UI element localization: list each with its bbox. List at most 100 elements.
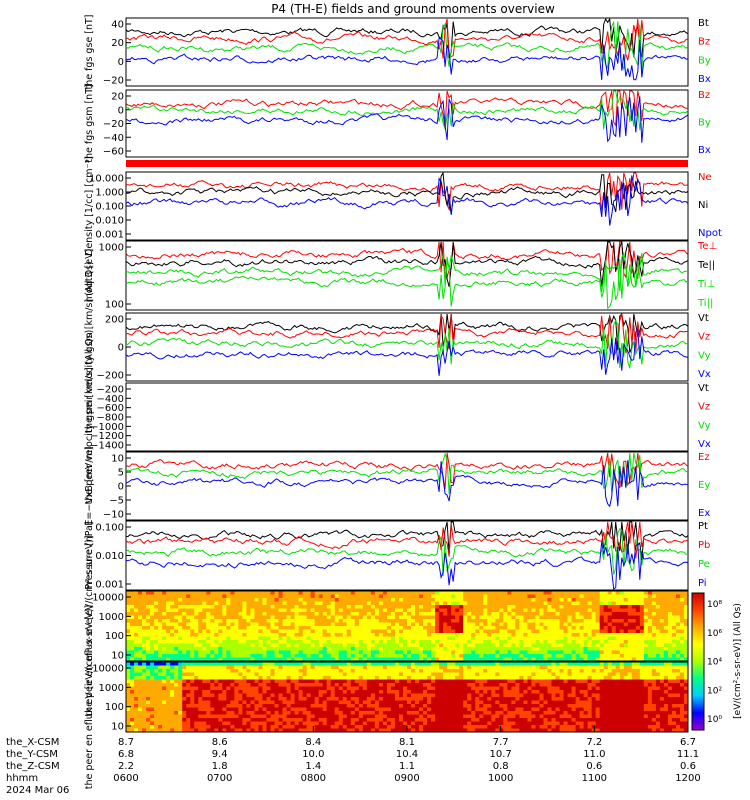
heatmap-cell (402, 728, 408, 733)
heatmap-cell (194, 662, 199, 666)
heatmap-cell (182, 615, 187, 620)
heatmap-cell (318, 615, 324, 620)
heatmap-cell (338, 633, 344, 637)
heatmap-cell (150, 686, 155, 691)
heatmap-cell (483, 721, 488, 726)
heatmap-cell (487, 643, 492, 648)
heatmap-cell (439, 665, 444, 670)
heatmap-cell (322, 728, 328, 733)
heatmap-cell (194, 647, 199, 651)
heatmap-cell (338, 725, 344, 729)
heatmap-cell (274, 650, 279, 655)
heatmap-cell (423, 626, 428, 630)
heatmap-cell (158, 665, 163, 670)
heatmap-cell (302, 647, 308, 651)
heatmap-cell (202, 700, 207, 705)
heatmap-cell (527, 633, 532, 637)
heatmap-cell (342, 626, 348, 630)
heatmap-cell (142, 707, 147, 712)
heatmap-cell (146, 640, 151, 644)
heatmap-cell (198, 676, 203, 680)
heatmap-cell (483, 725, 488, 729)
series-line-Vy (125, 319, 689, 369)
heatmap-cell (527, 679, 532, 684)
heatmap-cell (234, 622, 239, 627)
heatmap-cell (491, 672, 496, 677)
heatmap-cell (619, 654, 625, 658)
heatmap-cell (443, 622, 448, 627)
heatmap-cell (378, 697, 384, 701)
heatmap-cell (591, 657, 597, 662)
heatmap-cell (475, 728, 480, 733)
heatmap-cell (411, 636, 416, 641)
heatmap-cell (635, 605, 641, 609)
heatmap-cell (491, 647, 496, 651)
heatmap-cell (174, 686, 179, 691)
heatmap-cell (507, 700, 512, 705)
heatmap-cell (278, 612, 283, 616)
heatmap-cell (186, 633, 191, 637)
heatmap-cell (254, 654, 259, 658)
heatmap-cell (234, 721, 239, 726)
heatmap-cell (214, 662, 219, 666)
heatmap-cell (627, 619, 633, 623)
heatmap-cell (306, 676, 312, 680)
heatmap-cell (515, 643, 520, 648)
heatmap-cell (467, 619, 472, 623)
heatmap-cell (330, 704, 336, 708)
heatmap-cell (326, 640, 332, 644)
heatmap-cell (134, 672, 139, 677)
heatmap-cell (563, 608, 568, 613)
heatmap-cell (507, 721, 512, 726)
heatmap-cell (443, 728, 448, 733)
heatmap-cell (571, 643, 576, 648)
heatmap-cell (671, 591, 677, 595)
heatmap-cell (134, 615, 139, 620)
heatmap-cell (150, 704, 155, 708)
heatmap-cell (358, 626, 364, 630)
heatmap-cell (278, 704, 283, 708)
heatmap-cell (206, 686, 211, 691)
heatmap-cell (146, 672, 151, 677)
heatmap-cell (262, 728, 267, 733)
heatmap-cell (487, 594, 492, 599)
heatmap-cell (539, 615, 544, 620)
heatmap-cell (358, 714, 364, 719)
heatmap-cell (591, 615, 597, 620)
heatmap-cell (483, 626, 488, 630)
heatmap-cell (635, 657, 641, 662)
heatmap-cell (463, 619, 468, 623)
heatmap-cell (178, 633, 183, 637)
heatmap-cell (455, 647, 460, 651)
heatmap-cell (142, 665, 147, 670)
heatmap-cell (346, 647, 352, 651)
heatmap-cell (503, 619, 508, 623)
heatmap-cell (511, 662, 516, 666)
heatmap-cell (374, 654, 380, 658)
heatmap-cell (447, 629, 452, 634)
heatmap-cell (194, 615, 199, 620)
heatmap-cell (254, 640, 259, 644)
heatmap-cell (423, 650, 428, 655)
heatmap-cell (551, 650, 556, 655)
heatmap-cell (619, 643, 625, 648)
heatmap-cell (507, 629, 512, 634)
heatmap-cell (378, 647, 384, 651)
heatmap-cell (683, 591, 689, 595)
heatmap-cell (278, 657, 283, 662)
heatmap-cell (326, 647, 332, 651)
heatmap-cell (535, 591, 540, 595)
heatmap-cell (262, 612, 267, 616)
heatmap-cell (651, 605, 657, 609)
heatmap-cell (639, 598, 645, 602)
heatmap-cell (126, 711, 131, 715)
heatmap-cell (362, 643, 368, 648)
heatmap-cell (290, 728, 295, 733)
heatmap-cell (567, 622, 572, 627)
heatmap-cell (491, 690, 496, 694)
heatmap-cell (683, 626, 689, 630)
heatmap-cell (467, 591, 472, 595)
heatmap-cell (475, 697, 480, 701)
heatmap-cell (254, 598, 259, 602)
heatmap-cell (338, 643, 344, 648)
